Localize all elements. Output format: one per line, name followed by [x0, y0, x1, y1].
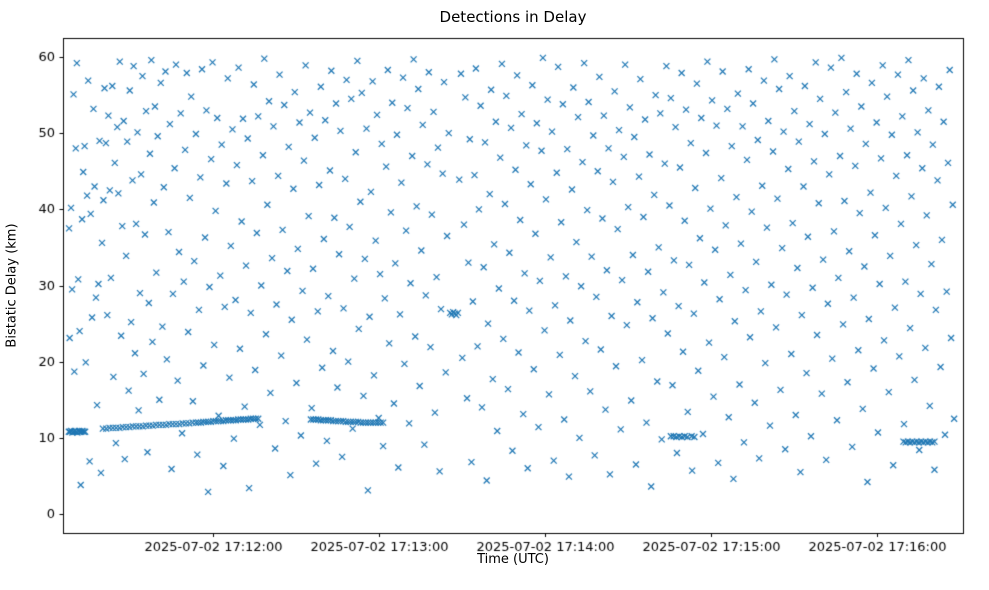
figure: Detections in Delay Bistatic Delay (km) … — [0, 0, 989, 590]
scatter-plot-canvas — [0, 0, 989, 590]
